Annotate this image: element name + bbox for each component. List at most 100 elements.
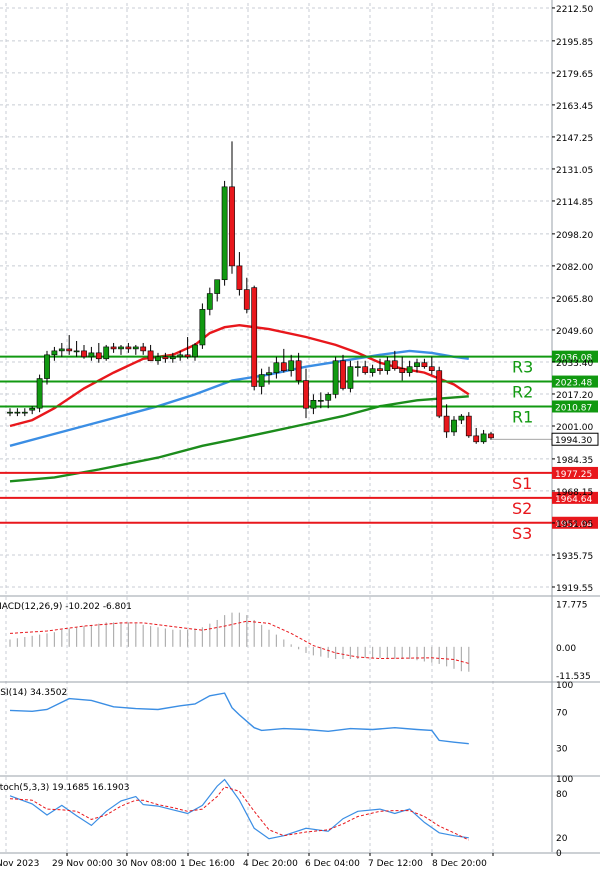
price-tick-label: 2114.85 (556, 198, 593, 208)
candle-body (251, 287, 258, 387)
candle-body (473, 435, 480, 443)
candle-body (443, 415, 450, 433)
time-tick-label: Nov 2023 (0, 859, 39, 869)
candle-body (325, 394, 332, 401)
current-price-tag (551, 432, 599, 446)
level-name: S2 (512, 499, 532, 518)
time-tick-label: 30 Nov 08:00 (116, 859, 177, 869)
stoch-k-line (9, 778, 469, 840)
indicator-panels: MACD(12,26,9) -10.202 -6.801 17.775 0.00 -1… (0, 600, 591, 859)
price-tick-label: 1935.75 (556, 552, 593, 562)
level-price: 1952.04 (555, 520, 592, 530)
price-tick-label: 1968.15 (556, 488, 593, 498)
candle-body (229, 186, 235, 267)
price-tick-label: 2001.00 (556, 423, 593, 433)
moving-averages (9, 323, 470, 483)
candle-body (214, 279, 221, 294)
candle-body (369, 368, 376, 373)
time-tick-label: 29 Nov 00:00 (52, 859, 113, 869)
candle-body (488, 433, 494, 439)
candle-body (140, 346, 147, 352)
price-tick-label: 1984.35 (556, 456, 593, 466)
stoch-tick-label: 0 (556, 849, 562, 859)
price-tick-label: 2131.05 (556, 166, 593, 176)
candle-body (88, 352, 95, 358)
price-axis: 2212.50 2195.85 2179.65 2163.45 2147.25 2131.… (552, 5, 593, 594)
candle-body (147, 350, 154, 362)
level-price-tag (552, 491, 598, 504)
price-tick-label: 2033.40 (556, 359, 593, 369)
price-tick-label: 2049.60 (556, 327, 593, 337)
macd-label: MACD(12,26,9) -10.202 -6.801 (0, 602, 132, 612)
candle-body (184, 354, 191, 358)
candle-body (66, 348, 73, 352)
price-tick-label: 2065.80 (556, 295, 593, 305)
candle-body (377, 368, 383, 371)
candle-body (118, 346, 124, 350)
time-tick-label: 8 Dec 20:00 (432, 859, 487, 869)
rsi-tick-label: 100 (556, 681, 573, 691)
candle-body (81, 350, 87, 358)
stoch-label: Stoch(5,3,3) 19.1685 16.1903 (0, 783, 129, 793)
level-price: 1977.25 (555, 470, 592, 480)
candle-body (266, 372, 272, 375)
candle-body (414, 362, 420, 367)
candle-body (21, 411, 28, 414)
pivot-levels: R3 2036.08 R2 2023.48 R1 2010.87 S1 1977.25 S2 19… (0, 350, 598, 543)
candle-body (428, 366, 435, 371)
price-tick-label: 2163.45 (556, 102, 593, 112)
stoch-tick-label: 20 (556, 834, 568, 844)
macd-tick-label: 17.775 (556, 600, 588, 610)
candle-body (155, 356, 161, 362)
candle-body (132, 346, 139, 350)
candle-body (103, 346, 110, 360)
candle-body (436, 370, 443, 417)
candle-body (51, 350, 58, 356)
candle-body (332, 360, 339, 395)
level-price-tag (552, 466, 598, 479)
candle-body (421, 362, 428, 367)
candle-body (273, 362, 280, 373)
price-tick-label: 1951.95 (556, 520, 593, 530)
level-price: 2036.08 (555, 354, 592, 364)
candle-body (258, 374, 265, 387)
candle-body (169, 356, 176, 360)
candle-body (310, 399, 317, 409)
candle-body (125, 346, 132, 350)
candle-body (340, 360, 346, 389)
candle-body (7, 411, 13, 414)
candle-body (199, 309, 206, 346)
price-tick-label: 2098.20 (556, 231, 593, 241)
time-tick-label: 6 Dec 04:00 (305, 859, 360, 869)
candle-body (458, 415, 465, 421)
rsi-tick-label: 30 (556, 745, 568, 755)
candle-body (243, 289, 250, 310)
time-tick-label: 7 Dec 12:00 (368, 859, 423, 869)
level-name: R2 (512, 383, 533, 402)
candle-body (399, 368, 406, 373)
price-tick-label: 2195.85 (556, 38, 593, 48)
candle-body (465, 415, 472, 437)
macd-tick-label: -11.535 (556, 672, 591, 682)
level-name: S1 (512, 474, 532, 493)
macd-tick-label: 0.00 (556, 644, 576, 654)
time-tick-label: 1 Dec 16:00 (180, 859, 235, 869)
candle-body (36, 378, 43, 409)
candle-body (162, 356, 169, 360)
macd-signal-line (9, 620, 469, 664)
level-name: S3 (512, 524, 532, 543)
candle-body (192, 344, 198, 358)
stoch-d-line (9, 786, 470, 841)
candle-body (177, 354, 184, 358)
moving-average-line (9, 323, 470, 428)
current-price-value: 1994.30 (555, 436, 592, 446)
candle-body (44, 354, 50, 379)
level-price-tag (552, 400, 598, 413)
candle-body (206, 293, 213, 310)
price-tick-label: 2212.50 (556, 5, 593, 15)
stoch-tick-label: 80 (556, 790, 568, 800)
rsi-tick-label: 70 (556, 708, 568, 718)
moving-average-line (9, 395, 469, 483)
rsi-line (9, 692, 469, 745)
candle-body (347, 366, 354, 389)
